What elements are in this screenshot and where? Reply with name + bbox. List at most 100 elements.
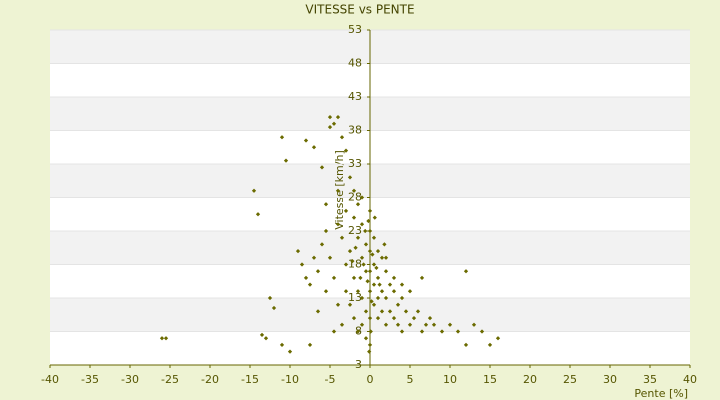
point [419,329,425,334]
point [395,302,401,307]
point [383,255,389,260]
x-axis-label: Pente [%] [634,387,688,400]
point [368,329,373,334]
point [399,329,405,334]
point [339,322,345,327]
point [391,275,397,281]
point [463,342,469,348]
point [327,255,333,260]
chart-title: VITESSE vs PENTE [305,3,414,17]
point [399,282,405,287]
point [287,349,293,354]
y-tick-label: 23 [348,224,362,237]
point [267,295,273,301]
point [391,315,397,321]
point [339,235,345,240]
y-tick-label: 33 [348,157,362,170]
point [271,305,277,311]
point [415,309,421,314]
point [361,262,366,267]
point [367,248,373,254]
point [495,336,501,341]
y-tick-label: 38 [348,124,362,137]
point [377,282,382,287]
point [367,342,373,348]
point [251,188,257,193]
point [369,299,374,304]
point [311,145,317,150]
x-tick-label: 20 [523,373,537,386]
point [387,309,393,314]
point [307,342,313,348]
x-tick-label: 5 [407,373,414,386]
point [375,315,381,321]
point [379,255,385,260]
point [479,329,485,334]
point [355,235,361,240]
point [367,315,373,321]
point [335,302,341,307]
point [335,188,341,193]
point [431,322,437,327]
point [259,332,265,337]
point [463,269,469,274]
point [365,279,370,284]
point [359,295,365,301]
point [163,336,169,341]
point [343,148,349,153]
x-tick-label: -25 [161,373,179,386]
x-tick-label: 35 [643,373,657,386]
point [382,242,387,247]
point [455,329,461,334]
point [351,315,357,321]
point [363,242,369,247]
point [367,289,373,294]
point [407,289,413,294]
point [439,329,445,334]
point [407,322,413,327]
point [335,222,341,227]
x-tick-label: -5 [325,373,336,386]
point [358,275,363,281]
point [351,188,357,193]
x-tick-label: 30 [603,373,617,386]
point [279,135,285,140]
point [447,322,453,327]
point [303,138,309,143]
point [350,259,355,264]
x-tick-label: -10 [281,373,299,386]
point [347,248,353,254]
y-axis-label: Vitesse [km/h] [333,150,346,230]
point [319,165,325,170]
point [419,275,425,281]
point [295,248,301,254]
point [371,262,377,267]
point [351,275,357,281]
point [367,269,373,274]
x-tick-label: 15 [483,373,497,386]
point [375,275,381,281]
point [347,302,353,307]
point [331,275,337,281]
point [363,269,369,274]
point [363,228,368,234]
point [379,309,385,314]
point [411,315,417,321]
y-tick-label: 53 [348,23,362,36]
point [351,215,357,220]
point [366,218,371,224]
point [355,329,361,334]
point [359,322,365,327]
point [375,248,381,254]
point [399,295,405,301]
y-tick-label: 18 [348,258,362,271]
point [283,158,289,163]
point [279,342,285,348]
y-tick-label: 13 [348,291,362,304]
point [471,322,477,327]
y-tick-label: 48 [348,57,362,70]
point [255,212,261,217]
x-tick-label: -30 [121,373,139,386]
point [367,228,373,234]
